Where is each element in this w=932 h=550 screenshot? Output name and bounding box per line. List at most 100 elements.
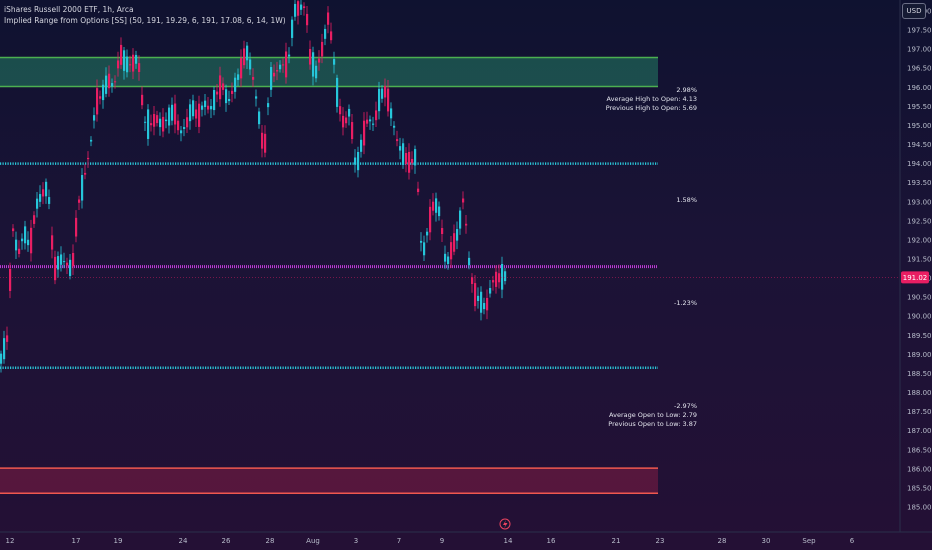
lightning-icon-glyph	[503, 520, 508, 529]
candle-body	[273, 72, 276, 77]
candle-body	[39, 194, 42, 202]
candle-body	[390, 108, 393, 119]
candle-body	[252, 77, 255, 80]
candle-body	[330, 31, 333, 41]
candle-body	[54, 256, 57, 281]
candle-body	[321, 41, 324, 57]
legend-indicator-title[interactable]: Implied Range from Options [SS] (50, 191…	[4, 16, 286, 25]
candle-body	[78, 199, 81, 203]
price-tick-label: 192.00	[907, 236, 932, 244]
candle-body	[312, 52, 315, 77]
candle-body	[360, 139, 363, 152]
candle-body	[51, 235, 54, 250]
candle-body	[453, 233, 456, 252]
time-tick-label: 23	[656, 537, 665, 545]
candle-body	[189, 104, 192, 122]
candle-body	[309, 48, 312, 65]
candle-body	[75, 217, 78, 237]
time-tick-label: 17	[72, 537, 81, 545]
candle-body	[0, 353, 3, 364]
candle-body	[282, 64, 285, 66]
candle-body	[237, 74, 240, 80]
time-tick-label: Sep	[802, 537, 816, 545]
time-tick-label: 7	[397, 537, 401, 545]
legend-symbol-title[interactable]: iShares Russell 2000 ETF, 1h, Arca	[4, 5, 134, 14]
candle-body	[180, 130, 183, 134]
currency-badge[interactable]: USD	[902, 3, 926, 19]
candle-body	[300, 4, 303, 10]
price-tick-label: 188.00	[907, 389, 932, 397]
range-annotation-text: -1.23%	[674, 299, 697, 307]
candle-body	[474, 283, 477, 307]
candle-body	[243, 48, 246, 66]
candle-body	[111, 83, 114, 87]
price-tick-label: 193.50	[907, 179, 932, 187]
price-tick-label: 196.00	[907, 84, 932, 92]
time-tick-label: Aug	[306, 537, 320, 545]
candle-body	[384, 86, 387, 98]
range-annotation-text: -2.97%	[674, 402, 697, 410]
time-tick-label: 3	[354, 537, 358, 545]
price-tick-label: 187.50	[907, 408, 932, 416]
candle-body	[495, 271, 498, 287]
candle-body	[213, 89, 216, 111]
candle-body	[285, 51, 288, 78]
candle-body	[435, 198, 438, 213]
candle-body	[45, 181, 48, 197]
price-tick-label: 187.00	[907, 427, 932, 435]
candle-body	[33, 215, 36, 224]
candle-body	[216, 91, 219, 95]
price-tick-label: 190.50	[907, 294, 932, 302]
candle-body	[48, 197, 51, 204]
candle-body	[18, 248, 21, 254]
candle-body	[375, 110, 378, 121]
candle-body	[219, 75, 222, 100]
range-annotation-text: 1.58%	[676, 196, 697, 204]
candle-body	[21, 238, 24, 242]
price-tick-label: 185.50	[907, 484, 932, 492]
candle-body	[12, 228, 15, 232]
candle-body	[489, 288, 492, 294]
candle-body	[198, 103, 201, 127]
price-tick-label: 186.50	[907, 446, 932, 454]
candle-body	[399, 146, 402, 151]
candle-body	[456, 229, 459, 241]
candle-body	[183, 127, 186, 129]
price-tick-label: 189.00	[907, 351, 932, 359]
candle-body	[174, 103, 177, 125]
candle-body	[162, 116, 165, 132]
candle-body	[381, 88, 384, 99]
candle-body	[72, 252, 75, 267]
candle-body	[267, 103, 270, 108]
last-price-label: 191.02	[903, 274, 928, 282]
candle-body	[90, 139, 93, 142]
price-tick-label: 186.00	[907, 465, 932, 473]
candle-body	[36, 198, 39, 209]
candle-body	[201, 105, 204, 110]
price-tick-label: 192.50	[907, 217, 932, 225]
candle-body	[393, 125, 396, 128]
candle-body	[150, 123, 153, 126]
candle-body	[114, 81, 117, 83]
candle-body	[192, 100, 195, 117]
candle-body	[24, 226, 27, 244]
candle-body	[423, 242, 426, 256]
candle-body	[42, 189, 45, 197]
price-tick-label: 189.50	[907, 332, 932, 340]
candle-body	[84, 172, 87, 175]
candle-body	[87, 157, 90, 160]
price-tick-label: 190.00	[907, 313, 932, 321]
candle-body	[270, 67, 273, 90]
candle-body	[66, 262, 69, 266]
candle-body	[204, 100, 207, 108]
candle-body	[339, 106, 342, 115]
range-annotation-text: 2.98%	[676, 86, 697, 94]
candle-body	[387, 88, 390, 112]
candle-body	[246, 45, 249, 61]
candle-body	[459, 210, 462, 229]
candle-body	[486, 297, 489, 311]
candle-body	[294, 3, 297, 17]
candle-body	[417, 188, 420, 192]
